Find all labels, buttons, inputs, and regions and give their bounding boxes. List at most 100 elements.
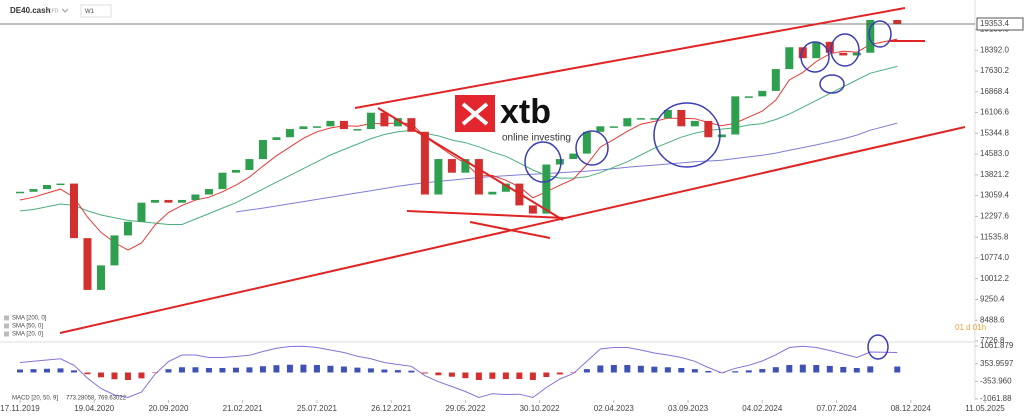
candle [69, 183, 78, 239]
macd-bar [624, 365, 631, 373]
candle [677, 109, 686, 127]
macd-bar [543, 372, 550, 377]
macd-readout: 773.28058, 769.63022 [66, 396, 127, 402]
candle [366, 112, 375, 130]
y-tick-label: 12297.6 [980, 211, 1009, 220]
x-tick-label: 17.11.2019 [0, 404, 40, 413]
logo-x [461, 102, 489, 126]
candle [636, 118, 645, 120]
highlight-circle [575, 130, 609, 166]
macd-bar [313, 365, 320, 373]
candle [852, 52, 861, 56]
x-tick-label: 20.09.2020 [148, 404, 189, 413]
macd-bar [138, 372, 145, 379]
y-tick-label: 15344.8 [980, 128, 1009, 137]
symbol[interactable]: DE40.cash [10, 6, 51, 15]
legend-icon [4, 323, 9, 329]
macd-bar [205, 368, 212, 373]
sma-line [235, 122, 898, 213]
macd-bar [151, 372, 158, 374]
price-tag [976, 17, 1024, 31]
candle [663, 109, 672, 119]
y-tick-label: 13059.4 [980, 191, 1009, 200]
macd-bar [381, 369, 388, 373]
trendline [354, 7, 906, 109]
candle [164, 199, 173, 203]
candle [717, 134, 726, 138]
y-tick-label: 16106.6 [980, 108, 1009, 117]
dropdown-arrow[interactable] [61, 8, 69, 13]
macd-bar [502, 372, 509, 380]
macd-bar [408, 370, 415, 373]
trendline [469, 221, 551, 239]
x-tick-label: 21.02.2021 [223, 404, 264, 413]
macd-bar [529, 372, 536, 380]
candle [150, 199, 159, 203]
candle [690, 120, 699, 127]
candle [285, 129, 294, 138]
candle [447, 159, 456, 173]
macd-bar [232, 367, 239, 373]
candle [299, 126, 308, 130]
candle [704, 120, 713, 138]
instrument: CFD [48, 8, 59, 14]
candle [596, 126, 605, 132]
candle [56, 183, 65, 186]
logo-brand: xtb [500, 93, 551, 131]
macd-bar [678, 368, 685, 373]
macd-bar [246, 367, 253, 373]
macd-bar [435, 372, 442, 376]
candle [123, 221, 132, 236]
candle [258, 139, 267, 160]
macd-bar [759, 369, 766, 373]
x-tick-label: 30.10.2022 [520, 404, 561, 413]
highlight-circle [800, 41, 830, 73]
y-tick-label: 10012.2 [980, 274, 1009, 283]
candle [137, 202, 146, 222]
macd-bar [84, 372, 91, 375]
candle [16, 191, 24, 194]
macd-bar [327, 365, 334, 373]
candle [420, 131, 429, 195]
highlight-circle [819, 74, 845, 94]
timeframe[interactable]: W1 [85, 9, 95, 15]
candle [110, 235, 119, 266]
y-tick-label: 9250.4 [980, 295, 1005, 304]
sma-line [19, 38, 898, 251]
macd-bar [516, 372, 523, 380]
macd-bar [799, 364, 806, 373]
candle [744, 96, 753, 98]
candle [609, 126, 618, 128]
y-tick-label: 14583.0 [980, 149, 1009, 158]
macd-bar [17, 369, 23, 373]
macd-bar [867, 366, 874, 373]
highlight-circle [653, 102, 721, 168]
candle [380, 112, 389, 127]
macd-bar [786, 365, 793, 373]
candle [42, 184, 51, 190]
candle [353, 129, 362, 131]
x-tick-label: 02.04.2023 [594, 404, 635, 413]
x-tick-label: 29.05.2022 [445, 404, 486, 413]
macd-bar [57, 368, 64, 373]
macd-bar [637, 365, 644, 373]
timeframe-box[interactable] [80, 4, 112, 18]
trendline [406, 210, 566, 219]
macd-bar [448, 372, 455, 377]
candle [825, 41, 834, 53]
y-tick-label: -353.960 [980, 376, 1012, 385]
macd-bar [826, 365, 833, 373]
candle [731, 96, 740, 135]
x-tick-label: 04.02.2024 [742, 404, 783, 413]
x-tick-label: 03.09.2023 [668, 404, 709, 413]
macd-bar [705, 371, 712, 373]
macd-title: MACD [20, 50, 9] [12, 396, 58, 402]
y-tick-label: -1061.88 [980, 394, 1012, 403]
macd-bar [462, 372, 469, 379]
legend-icon [4, 331, 9, 337]
macd-bar [192, 367, 199, 373]
candle [555, 159, 564, 165]
candle [866, 20, 875, 53]
macd-bar [651, 366, 658, 373]
